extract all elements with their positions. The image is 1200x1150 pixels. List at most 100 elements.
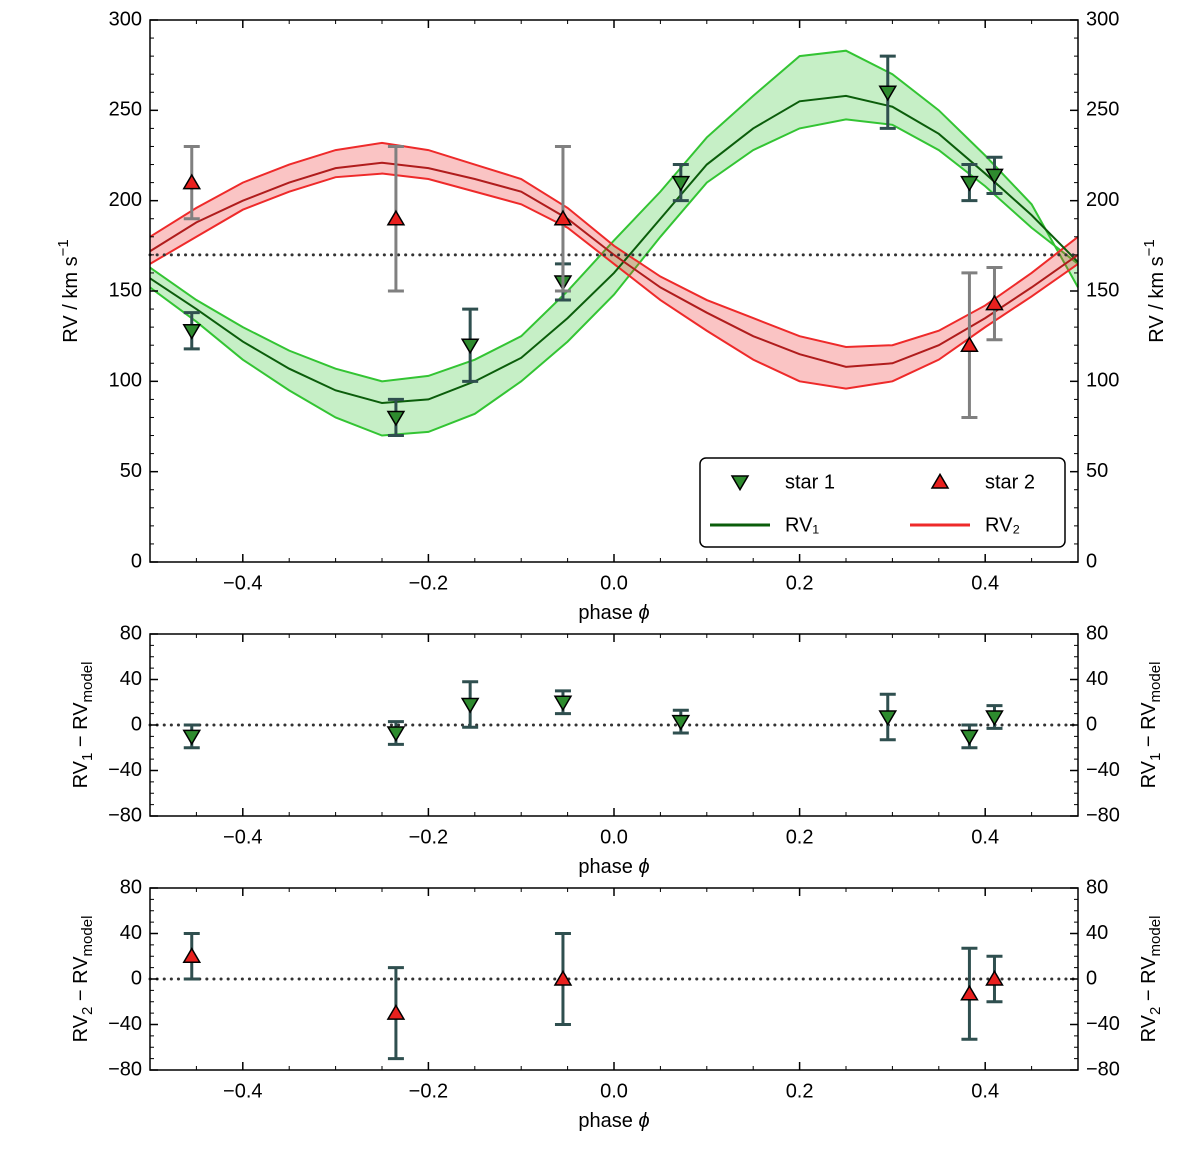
y2-tick-label: 300	[1086, 8, 1119, 30]
y2-tick-label: 80	[1086, 876, 1108, 898]
data-point	[460, 338, 480, 355]
x-tick-label: 0.2	[786, 572, 814, 594]
x-axis-label: phase ϕ	[578, 856, 649, 878]
y-tick-label: 250	[109, 99, 142, 121]
data-point	[182, 323, 202, 340]
label-part: −1	[55, 239, 72, 256]
label-part: RV	[1138, 1014, 1160, 1042]
label-part: phase	[578, 1110, 638, 1132]
y2-tick-label: −80	[1086, 804, 1120, 826]
y-tick-label: 80	[120, 622, 142, 644]
band-edge	[149, 49, 1079, 383]
data-point	[960, 984, 979, 1001]
y-tick-label: 40	[120, 922, 142, 944]
y2-tick-label: 0	[1086, 967, 1097, 989]
y2-tick-label: 100	[1086, 370, 1119, 392]
y2-tick-label: 50	[1086, 460, 1108, 482]
data-point	[985, 969, 1004, 986]
label-part: model	[1147, 662, 1164, 703]
data-point	[386, 209, 406, 226]
y-tick-label: 0	[131, 550, 142, 572]
y2-tick-label: −40	[1086, 1013, 1120, 1035]
label-part: ϕ	[638, 1110, 649, 1132]
x-tick-label: −0.4	[223, 1080, 262, 1102]
data-point	[386, 1004, 406, 1020]
label-part: ϕ	[638, 602, 649, 624]
label-part: RV / km s	[1146, 256, 1168, 342]
y2-axis-label: RV2 − RVmodel	[1138, 916, 1164, 1043]
label-part: − RV	[1138, 956, 1160, 1007]
y-tick-label: 80	[120, 876, 142, 898]
label-part: RV	[70, 1014, 92, 1042]
label-part: −1	[1141, 239, 1158, 256]
y-tick-label: −40	[108, 759, 142, 781]
data-point	[386, 410, 406, 427]
x-tick-label: 0.4	[971, 1080, 999, 1102]
label-part: phase	[578, 856, 638, 878]
y2-tick-label: −40	[1086, 759, 1120, 781]
data-point	[182, 173, 202, 190]
x-axis-label: phase ϕ	[578, 602, 649, 624]
x-tick-label: −0.4	[223, 572, 262, 594]
data-point	[985, 294, 1004, 311]
data-point	[985, 710, 1004, 727]
y-tick-label: −80	[108, 804, 142, 826]
data-point	[878, 85, 898, 102]
x-tick-label: 0.4	[971, 826, 999, 848]
legend-label: star 2	[985, 471, 1035, 493]
model-line	[149, 161, 1079, 368]
data-point	[553, 209, 573, 226]
y2-tick-label: −80	[1086, 1058, 1120, 1080]
model-line	[149, 94, 1079, 405]
y-tick-label: 50	[120, 460, 142, 482]
data-point	[960, 336, 979, 352]
y2-tick-label: 40	[1086, 922, 1108, 944]
label-part: model	[79, 916, 96, 957]
label-part: ϕ	[638, 856, 649, 878]
y2-tick-label: 200	[1086, 189, 1119, 211]
data-point	[960, 729, 979, 746]
data-point	[878, 710, 898, 727]
y-tick-label: 200	[109, 189, 142, 211]
x-axis-label: phase ϕ	[578, 1110, 649, 1132]
legend-marker	[730, 475, 750, 492]
label-part: − RV	[70, 702, 92, 753]
x-tick-label: 0.2	[786, 1080, 814, 1102]
data-point	[960, 175, 979, 192]
label-part: RV	[1138, 760, 1160, 788]
label-part: − RV	[70, 956, 92, 1007]
y-tick-label: 0	[131, 713, 142, 735]
legend-box	[699, 457, 1066, 548]
y2-tick-label: 80	[1086, 622, 1108, 644]
label-part: phase	[578, 602, 638, 624]
x-tick-label: −0.2	[409, 1080, 448, 1102]
label-part: 1	[79, 753, 96, 761]
model-band	[150, 50, 1078, 436]
label-part: 1	[1147, 753, 1164, 761]
data-point	[671, 175, 691, 192]
x-tick-label: −0.4	[223, 826, 262, 848]
label-part: 2	[79, 1007, 96, 1015]
y-tick-label: −80	[108, 1058, 142, 1080]
x-tick-label: −0.2	[409, 572, 448, 594]
y2-tick-label: 0	[1086, 713, 1097, 735]
y-tick-label: 0	[131, 967, 142, 989]
label-part: RV / km s	[60, 256, 82, 342]
y-tick-label: 100	[109, 370, 142, 392]
label-part: model	[1147, 916, 1164, 957]
x-tick-label: 0.0	[600, 1080, 628, 1102]
label-part: RV	[70, 760, 92, 788]
x-tick-label: 0.4	[971, 572, 999, 594]
x-tick-label: 0.0	[600, 572, 628, 594]
y-tick-label: −40	[108, 1013, 142, 1035]
label-part: model	[79, 662, 96, 703]
y-axis-label: RV1 − RVmodel	[70, 662, 96, 789]
data-point	[182, 729, 202, 746]
y2-tick-label: 250	[1086, 99, 1119, 121]
data-point	[386, 726, 406, 743]
y2-axis-label: RV / km s−1	[1141, 239, 1168, 342]
label-part: 2	[1147, 1007, 1164, 1015]
legend-label: RV₂	[985, 514, 1020, 536]
data-point	[553, 969, 573, 986]
